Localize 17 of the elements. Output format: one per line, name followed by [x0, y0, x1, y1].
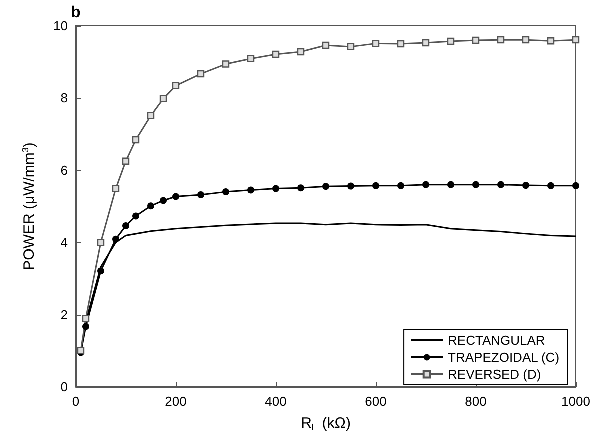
x-tick-label: 600	[365, 394, 387, 409]
x-tick-label: 1000	[562, 394, 590, 409]
y-tick-label: 2	[60, 307, 68, 322]
x-tick-label: 400	[265, 394, 287, 409]
y-tick-label: 10	[54, 18, 68, 34]
x-tick-label: 200	[165, 394, 187, 409]
legend-label: RECTANGULAR	[448, 333, 546, 348]
y-axis-title: POWER (μW/mm3)	[20, 142, 38, 270]
chart-title: b	[71, 4, 81, 22]
y-tick-label: 4	[60, 235, 68, 250]
x-tick-label: 0	[72, 394, 80, 409]
legend-label: REVERSED (D)	[448, 367, 542, 382]
y-tick-label: 8	[60, 90, 68, 106]
legend-label: TRAPEZOIDAL (C)	[448, 350, 560, 365]
y-tick-label: 0	[60, 380, 68, 394]
y-tick-label: 6	[60, 162, 68, 178]
x-tick-label: 800	[465, 394, 487, 409]
